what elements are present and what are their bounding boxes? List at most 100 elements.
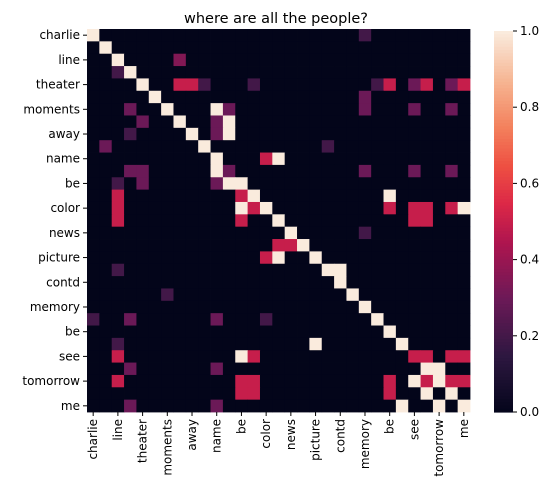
heatmap-cell: [408, 337, 421, 351]
heatmap-cell: [358, 251, 372, 265]
colorbar-segment: [494, 326, 513, 331]
heatmap-cell: [136, 288, 150, 302]
colorbar-tick-label: 0.8: [520, 100, 539, 114]
colorbar-segment: [494, 53, 513, 57]
heatmap-cell: [284, 201, 298, 215]
colorbar-segment: [494, 399, 513, 404]
heatmap-cell: [87, 66, 100, 79]
heatmap-cell: [124, 350, 137, 363]
heatmap-cell: [395, 152, 409, 166]
heatmap-cell: [87, 164, 100, 178]
heatmap-cell: [284, 226, 298, 240]
colorbar-segment: [494, 110, 513, 115]
heatmap-cell: [198, 239, 211, 252]
heatmap-cell: [346, 78, 360, 92]
heatmap-cell: [383, 214, 397, 228]
heatmap-cell: [457, 66, 471, 79]
heatmap-cell: [210, 276, 224, 289]
heatmap-cell: [247, 350, 261, 363]
heatmap-cell: [383, 127, 397, 141]
heatmap-cell: [247, 115, 261, 129]
heatmap-cell: [148, 387, 162, 401]
heatmap-cell: [173, 239, 187, 252]
heatmap-cell: [321, 362, 335, 376]
heatmap-cell: [309, 127, 323, 141]
colorbar-segment: [494, 285, 513, 289]
heatmap-cell: [395, 78, 409, 92]
heatmap-cell: [210, 387, 224, 401]
heatmap-cell: [173, 387, 187, 401]
heatmap-cell: [346, 201, 360, 215]
heatmap-cell: [445, 300, 459, 314]
heatmap-cell: [383, 288, 397, 302]
heatmap-cell: [198, 103, 211, 116]
heatmap-cell: [457, 140, 471, 153]
heatmap-cell: [247, 300, 261, 314]
heatmap-cell: [185, 239, 199, 252]
heatmap-cell: [358, 152, 372, 166]
heatmap-cell: [210, 115, 224, 129]
heatmap-cell: [346, 387, 360, 401]
heatmap-cell: [432, 251, 446, 265]
heatmap-cell: [185, 164, 199, 178]
heatmap-cell: [408, 140, 421, 153]
heatmap-cell: [222, 29, 236, 42]
heatmap-cell: [457, 41, 471, 55]
heatmap-cell: [259, 103, 273, 116]
colorbar-tick-label: 1.0: [520, 24, 539, 38]
heatmap-cell: [334, 177, 347, 191]
heatmap-cell: [445, 90, 459, 104]
heatmap-cell: [259, 53, 273, 67]
heatmap-cell: [358, 399, 372, 413]
heatmap-cell: [247, 152, 261, 166]
heatmap-cell: [235, 300, 249, 314]
colorbar-segment: [494, 192, 513, 197]
y-tick-labels: charlie line theater moments away name be color…: [22, 28, 87, 413]
heatmap-cell: [395, 201, 409, 215]
heatmap-cell: [87, 263, 100, 277]
heatmap-cell: [346, 214, 360, 228]
heatmap-cell: [334, 103, 347, 116]
heatmap-cell: [432, 288, 446, 302]
colorbar-segment: [494, 148, 513, 153]
heatmap-cell: [321, 140, 335, 153]
y-tick-label: line: [58, 53, 80, 67]
heatmap-cell: [235, 152, 249, 166]
heatmap-cell: [457, 263, 471, 277]
heatmap-cell: [99, 103, 113, 116]
heatmap-cell: [111, 66, 125, 79]
heatmap-cell: [321, 152, 335, 166]
heatmap-cell: [111, 263, 125, 277]
heatmap-cell: [309, 313, 323, 326]
y-tick-label: color: [50, 201, 80, 215]
heatmap-cell: [358, 29, 372, 42]
heatmap-cell: [185, 127, 199, 141]
heatmap-cell: [210, 337, 224, 351]
heatmap-cell: [198, 337, 211, 351]
heatmap-cell: [99, 90, 113, 104]
heatmap-cell: [358, 189, 372, 203]
heatmap-cell: [272, 251, 286, 265]
heatmap-cell: [222, 239, 236, 252]
colorbar-segment: [494, 81, 513, 86]
heatmap-cell: [99, 337, 113, 351]
heatmap-cell: [198, 325, 211, 339]
heatmap-cell: [111, 152, 125, 166]
heatmap-cell: [148, 177, 162, 191]
heatmap-cell: [346, 103, 360, 116]
heatmap-cell: [395, 140, 409, 153]
heatmap-cell: [284, 177, 298, 191]
colorbar-segment: [494, 113, 513, 118]
heatmap-cell: [408, 53, 421, 67]
colorbar-segment: [494, 138, 513, 143]
heatmap-cell: [334, 374, 347, 388]
colorbar-segment: [494, 304, 513, 308]
heatmap-cell: [185, 374, 199, 388]
heatmap-cell: [420, 127, 434, 141]
heatmap-cell: [111, 300, 125, 314]
heatmap-cell: [136, 276, 150, 289]
heatmap-cell: [272, 152, 286, 166]
heatmap-cell: [272, 276, 286, 289]
heatmap-cell: [432, 350, 446, 363]
